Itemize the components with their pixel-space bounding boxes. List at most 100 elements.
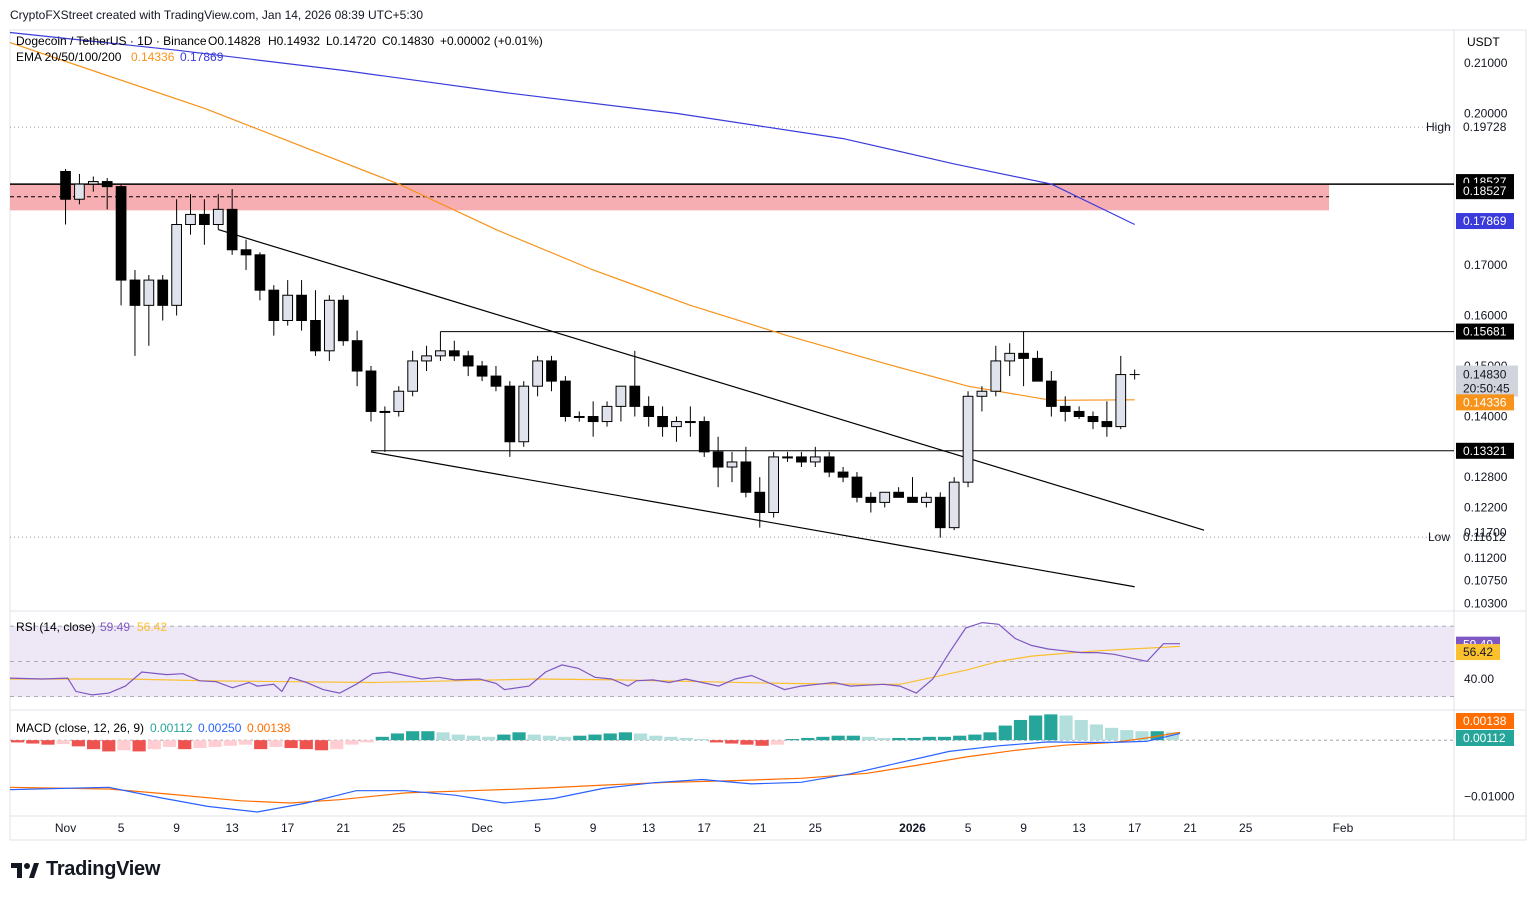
- candle: [629, 385, 641, 407]
- x-tick-label: 2026: [899, 821, 926, 835]
- macd-histogram-bar: [1059, 715, 1073, 741]
- candle: [865, 496, 877, 503]
- rsi-ma-tag: 56.42: [1463, 645, 1493, 659]
- candle: [823, 456, 835, 473]
- resistance-line-label: 0.15681: [1463, 325, 1507, 339]
- macd-histogram-bar: [816, 736, 830, 741]
- macd-histogram-bar: [573, 735, 587, 741]
- macd-histogram-bar: [922, 736, 936, 741]
- candle: [837, 471, 849, 478]
- candle: [643, 405, 655, 417]
- y-tick-label: 0.20000: [1464, 106, 1508, 120]
- candle: [365, 370, 377, 412]
- macd-histogram-bar: [421, 731, 435, 741]
- macd-histogram-bar: [147, 740, 161, 750]
- current-price-label: 0.14830: [1463, 368, 1507, 382]
- rsi-ma-line: [10, 645, 1181, 685]
- y-tick-label: 0.21000: [1464, 56, 1508, 70]
- rsi-y-tick: 40.00: [1464, 672, 1494, 686]
- candle: [129, 279, 141, 306]
- macd-histogram-bar: [968, 734, 982, 741]
- candle: [893, 491, 904, 498]
- candle: [1018, 352, 1029, 359]
- macd-value-tag-bg: [1456, 730, 1514, 746]
- candle: [185, 213, 196, 226]
- macd-histogram-bar: [466, 735, 481, 741]
- x-tick-label: 25: [1239, 821, 1253, 835]
- macd-histogram-bar: [345, 740, 359, 745]
- candle: [448, 350, 460, 357]
- macd-histogram-bar: [162, 740, 177, 747]
- current-price-bg: [1456, 365, 1518, 397]
- macd-histogram-bar: [375, 736, 389, 741]
- legend-ohlc-high: H0.14932: [268, 34, 320, 48]
- macd-histogram-bar: [360, 740, 374, 743]
- candle: [754, 491, 766, 513]
- candle: [796, 456, 807, 463]
- candle: [907, 496, 918, 503]
- tradingview-brand[interactable]: TradingView: [10, 858, 160, 881]
- signal-legend-value: 0.00250: [198, 721, 242, 735]
- legend-change: +0.00002 (+0.01%): [440, 34, 543, 48]
- macd-pane: −0.01000 0.00138 0.00112: [9, 713, 1515, 813]
- price-pane: [9, 31, 1454, 588]
- chart-frame: [9, 29, 1527, 841]
- candle: [601, 405, 613, 423]
- candle: [740, 461, 752, 493]
- candle: [254, 254, 266, 291]
- y-tick-label: 0.16000: [1464, 308, 1508, 322]
- macd-histogram-bar: [299, 740, 313, 750]
- macd-histogram-bar: [664, 736, 678, 741]
- macd-histogram-bar: [1120, 730, 1134, 741]
- legend-ohlc-open: O0.14828: [208, 34, 261, 48]
- macd-histogram-bar: [451, 734, 465, 741]
- legend-ema100-value: 0.14336: [131, 50, 175, 64]
- macd-histogram-bar: [71, 740, 85, 747]
- candle: [393, 390, 405, 412]
- macd-histogram-bar: [193, 740, 207, 749]
- macd-histogram-bar: [679, 737, 693, 741]
- macd-histogram-bar: [11, 740, 25, 743]
- x-tick-label: 9: [173, 821, 180, 835]
- candle: [948, 481, 960, 529]
- macd-histogram-bar: [208, 740, 222, 747]
- tradingview-logo-text: TradingView: [46, 858, 161, 880]
- x-tick-label: Feb: [1333, 821, 1354, 835]
- macd-histogram-bar: [406, 731, 420, 741]
- macd-histogram-bar: [1044, 714, 1058, 741]
- candle: [379, 410, 391, 413]
- candle: [768, 456, 780, 513]
- legend: Dogecoin / TetherUS · 1D · Binance O0.14…: [16, 34, 1500, 735]
- macd-histogram-bar: [1013, 719, 1028, 741]
- low-label: Low: [1428, 530, 1450, 544]
- x-tick-label: 13: [1072, 821, 1086, 835]
- macd-histogram-bar: [102, 740, 116, 752]
- macd-histogram-bar: [542, 735, 557, 741]
- macd-line: [9, 732, 1181, 813]
- candle: [115, 186, 127, 281]
- axes: 0.210000.200000.170000.160000.150000.140…: [55, 56, 1508, 835]
- y-tick-label: 0.14000: [1464, 409, 1508, 423]
- macd-histogram-bar: [482, 736, 496, 741]
- macd-histogram-bar: [330, 740, 344, 750]
- candle: [1059, 405, 1071, 412]
- tradingview-logo-icon: [11, 862, 39, 878]
- candle: [1087, 415, 1099, 423]
- candle: [879, 491, 891, 503]
- x-tick-label: Nov: [55, 821, 76, 835]
- macd-hist-tag-bg: [1456, 713, 1514, 729]
- candle: [1073, 410, 1085, 417]
- candle: [240, 249, 252, 256]
- macd-histogram-bar: [1135, 731, 1149, 741]
- macd-histogram-bar: [998, 725, 1012, 741]
- candle: [1045, 380, 1057, 407]
- x-tick-label: 13: [642, 821, 656, 835]
- candle: [337, 299, 349, 342]
- resistance-zone: [10, 184, 1330, 211]
- x-tick-label: 9: [590, 821, 597, 835]
- macd-histogram-bar: [132, 740, 146, 752]
- macd-histogram-bar: [223, 740, 237, 746]
- candle: [323, 299, 335, 352]
